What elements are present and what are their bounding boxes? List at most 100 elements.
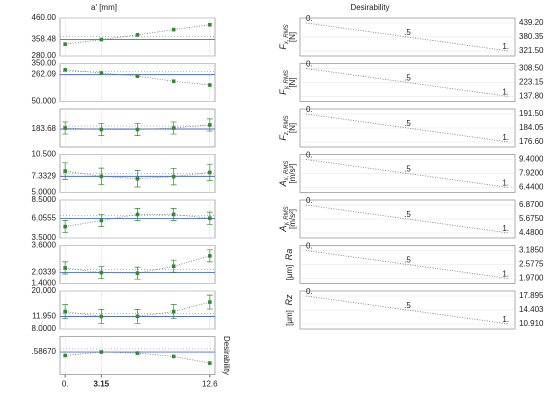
marker	[63, 126, 67, 130]
marker	[208, 123, 212, 127]
y-tick-label: 4.4800	[519, 228, 544, 237]
y-tick-label: 439.20	[519, 18, 544, 27]
y-tick-label: 1.9700	[519, 274, 544, 283]
y-tick-label: 191.50	[519, 109, 544, 118]
label-symbol: A	[278, 226, 288, 233]
marker	[135, 271, 140, 275]
y-axis-title: Fx, RMS	[278, 24, 289, 49]
marker	[63, 169, 67, 173]
level-label: 0.	[306, 242, 313, 251]
y-axis-title: Ra	[284, 249, 294, 261]
level-label: .5	[404, 256, 411, 265]
y-tick-label: 3.1850	[519, 246, 544, 255]
label-symbol: Rz	[284, 294, 294, 305]
y-tick-label: 184.05	[519, 123, 544, 132]
marker	[99, 350, 104, 354]
label-subscript: y, RMS	[284, 70, 290, 90]
level-label: 1.	[502, 88, 509, 97]
marker	[171, 309, 176, 314]
right-title: Desirability	[350, 3, 389, 12]
marker	[208, 361, 212, 365]
marker	[171, 126, 176, 130]
marker	[208, 170, 212, 175]
y-tick-label: 3.5000	[32, 233, 57, 242]
y-tick-label: 50.000	[32, 97, 57, 106]
marker	[171, 174, 176, 179]
level-label: 1.	[502, 42, 509, 51]
label-symbol: Ra	[284, 249, 294, 261]
marker	[208, 216, 212, 221]
desirability-line	[305, 22, 510, 52]
panel	[59, 336, 216, 375]
marker	[99, 127, 104, 132]
y-tick-label: 350.00	[32, 59, 57, 68]
y-axis-unit: [μm]	[285, 265, 294, 281]
panel	[59, 17, 216, 57]
label-subscript: x, RMS	[284, 24, 290, 45]
y-tick-label: 137.80	[519, 92, 544, 101]
y-tick-label: 6.4400	[519, 183, 544, 192]
y-tick-label: 1.4000	[32, 279, 57, 288]
level-label: .5	[404, 301, 411, 310]
y-tick-label: 11.950	[32, 312, 56, 321]
y-tick-label: 380.35	[519, 32, 544, 41]
level-label: .5	[404, 28, 411, 37]
y-tick-label: 14.403	[519, 305, 544, 314]
marker	[135, 212, 140, 217]
label-symbol: A	[278, 180, 288, 187]
y-axis-unit: [m/s²]	[288, 209, 297, 229]
y-tick-label: 9.4000	[519, 155, 544, 164]
marker	[63, 266, 67, 270]
marker	[99, 174, 104, 179]
marker	[171, 212, 176, 217]
x-tick-label: 12.6	[202, 380, 218, 389]
marker	[208, 254, 212, 258]
y-tick-label: 20.000	[32, 286, 57, 295]
y-axis-unit: [N]	[288, 123, 297, 133]
marker	[171, 79, 176, 84]
y-tick-label: 10.910	[519, 319, 544, 328]
marker	[63, 353, 67, 358]
marker	[99, 218, 104, 223]
marker	[135, 176, 140, 181]
level-label: 1.	[502, 224, 509, 233]
level-label: 1.	[502, 315, 509, 324]
y-tick-label: 460.00	[32, 13, 57, 22]
y-tick-label: 8.0000	[32, 324, 57, 333]
profile-line	[65, 124, 210, 130]
y-axis-title: Desirability	[222, 336, 231, 375]
y-tick-label: 280.00	[32, 51, 57, 60]
marker	[99, 37, 104, 42]
y-tick-label: 358.48	[32, 35, 57, 44]
desirability-line	[305, 250, 510, 279]
x-title: a' [mm]	[91, 3, 117, 12]
level-label: 1.	[502, 133, 509, 142]
y-axis-unit: [N]	[288, 77, 297, 87]
panel	[59, 63, 216, 102]
marker	[171, 264, 176, 269]
y-tick-label: 308.50	[519, 64, 544, 73]
marker	[63, 42, 67, 46]
level-label: 0.	[306, 105, 313, 114]
label-symbol: F	[278, 89, 288, 95]
y-tick-label: 6.8700	[519, 200, 544, 209]
y-tick-label: 17.895	[519, 291, 544, 300]
y-tick-label: .58670	[32, 347, 57, 356]
level-label: .5	[404, 210, 411, 219]
y-tick-label: 223.15	[519, 78, 544, 87]
marker	[208, 22, 212, 27]
level-label: .5	[404, 165, 411, 174]
level-label: 0.	[306, 287, 313, 296]
marker	[135, 74, 140, 78]
label-subscript: y, RMS	[284, 206, 290, 226]
y-tick-label: 183.68	[32, 124, 57, 133]
y-tick-label: 8.5000	[32, 195, 57, 204]
y-axis-title: Ax, RMS	[278, 161, 289, 188]
desirability-line	[305, 159, 510, 188]
x-tick-label: 3.15	[94, 380, 110, 389]
y-tick-label: 262.09	[32, 70, 57, 79]
y-tick-label: 5.6750	[519, 214, 544, 223]
y-tick-label: 176.60	[519, 137, 544, 146]
y-tick-label: 5.0000	[32, 188, 57, 197]
